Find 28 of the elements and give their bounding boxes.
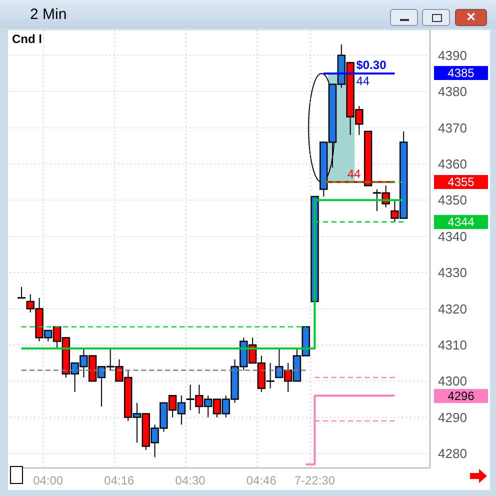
- y-tick-label: 4330: [438, 265, 467, 280]
- y-tick-label: 4390: [438, 48, 467, 63]
- annotation: Cnd l: [12, 32, 42, 46]
- x-tick-label: 04:16: [104, 474, 135, 488]
- y-tick-label: 4310: [438, 338, 467, 353]
- y-tick-label: 4300: [438, 374, 467, 389]
- text: 4355: [434, 175, 488, 190]
- annotation: 44: [356, 74, 370, 88]
- x-tick-label: 7-22:30: [294, 474, 336, 488]
- text: 4344: [434, 214, 488, 229]
- x-tick-label: 04:30: [175, 474, 206, 488]
- x-tick-label: 04:00: [33, 474, 64, 488]
- y-tick-label: 4370: [438, 120, 467, 136]
- y-tick-label: 4380: [438, 84, 467, 100]
- candlestick: [16, 286, 26, 299]
- y-tick-label: 4320: [438, 301, 467, 316]
- y-tick-label: 4350: [438, 192, 467, 208]
- chart-title: 2 Min: [30, 6, 67, 23]
- close-icon: ✕: [455, 9, 487, 26]
- annotation: $0.30: [356, 58, 386, 72]
- y-tick-label: 4340: [438, 228, 467, 244]
- x-tick-label: 04:46: [246, 474, 277, 488]
- y-tick-label: 4290: [438, 410, 467, 425]
- y-tick-label: 4280: [438, 446, 467, 462]
- text: 4385: [434, 66, 488, 80]
- y-tick-label: 4360: [438, 156, 467, 172]
- text: 4296: [434, 388, 488, 403]
- annotation: 44: [347, 167, 361, 182]
